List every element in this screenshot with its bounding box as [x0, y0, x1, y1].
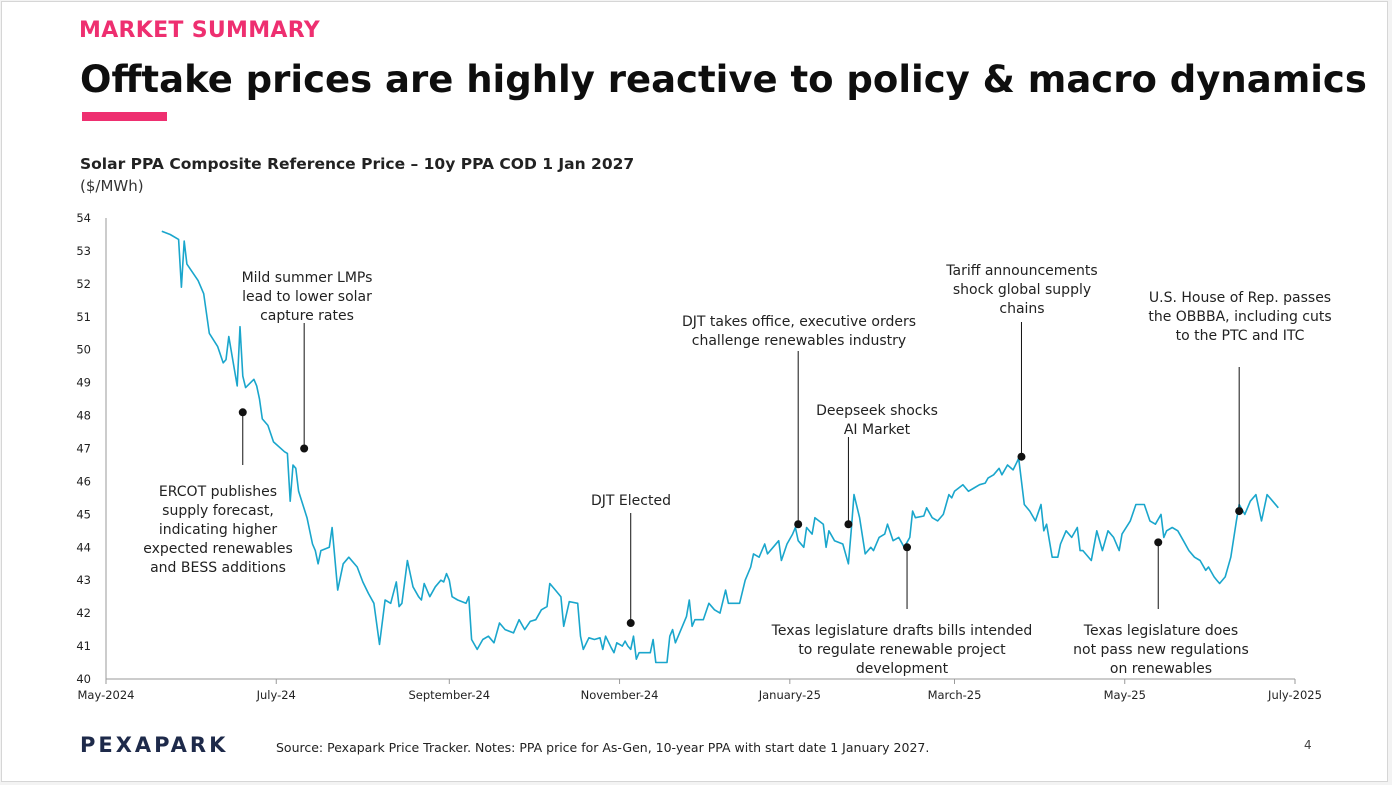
x-tick-label: November-24 [581, 688, 659, 702]
y-tick-label: 41 [76, 639, 91, 653]
annotation-marker [1154, 538, 1163, 547]
annotation-label: indicating higher [159, 522, 278, 538]
y-tick-label: 47 [76, 442, 91, 456]
annotation-label: U.S. House of Rep. passes [1149, 290, 1331, 306]
chart-title: Solar PPA Composite Reference Price – 10… [80, 155, 635, 173]
annotation-label: capture rates [260, 308, 354, 324]
pexapark-logo: PEXAPARK [80, 733, 229, 757]
annotation-label: DJT takes office, executive orders [682, 314, 916, 330]
x-tick-label: May-25 [1104, 688, 1146, 702]
annotation-label: DJT Elected [591, 493, 671, 509]
x-tick-label: September-24 [408, 688, 490, 702]
x-tick-label: July-24 [256, 688, 296, 702]
x-tick-label: July-2025 [1267, 688, 1322, 702]
annotation-label: on renewables [1110, 661, 1212, 677]
annotation-label: AI Market [844, 422, 911, 438]
y-tick-label: 50 [76, 343, 91, 357]
y-tick-label: 48 [76, 409, 91, 423]
y-tick-label: 52 [76, 277, 91, 291]
x-tick-label: March-25 [928, 688, 982, 702]
y-tick-label: 51 [76, 310, 91, 324]
source-note: Source: Pexapark Price Tracker. Notes: P… [276, 740, 930, 755]
x-tick-label: May-2024 [78, 688, 135, 702]
annotation-marker [794, 520, 803, 529]
annotation-label: not pass new regulations [1073, 642, 1249, 658]
y-tick-label: 40 [76, 672, 91, 686]
y-tick-label: 42 [76, 606, 91, 620]
annotation-label: supply forecast, [162, 503, 274, 519]
annotation-label: Texas legislature drafts bills intended [771, 623, 1033, 639]
annotation-marker [903, 543, 912, 552]
slide-title: Offtake prices are highly reactive to po… [80, 58, 1367, 101]
title-accent-bar [82, 112, 167, 121]
annotation-label: development [856, 661, 949, 677]
annotation-label: ERCOT publishes [159, 484, 277, 500]
annotation-marker [1017, 452, 1026, 461]
annotation-marker [1235, 507, 1244, 516]
annotation-label: Mild summer LMPs [242, 270, 373, 286]
page-number: 4 [1304, 738, 1312, 752]
y-tick-label: 46 [76, 474, 91, 488]
annotation-label: to regulate renewable project [798, 642, 1006, 658]
annotation-label: to the PTC and ITC [1176, 328, 1305, 344]
annotation-marker [844, 520, 853, 529]
annotation-label: the OBBBA, including cuts [1148, 309, 1331, 325]
chart-units: ($/MWh) [80, 177, 144, 195]
annotation-label: lead to lower solar [242, 289, 372, 305]
y-tick-label: 49 [76, 376, 91, 390]
y-tick-label: 54 [76, 211, 91, 225]
annotation-marker [300, 444, 309, 453]
annotation-label: challenge renewables industry [692, 333, 906, 349]
price-series-line [161, 230, 1279, 664]
annotation-label: shock global supply [953, 282, 1091, 298]
annotation-label: Deepseek shocks [816, 403, 938, 419]
y-tick-label: 53 [76, 244, 91, 258]
annotation-label: Texas legislature does [1083, 623, 1238, 639]
annotation-label: expected renewables [143, 541, 293, 557]
y-tick-label: 44 [76, 540, 91, 554]
annotation-marker [238, 408, 247, 417]
annotation-marker [626, 619, 635, 628]
y-tick-label: 43 [76, 573, 91, 587]
section-label: MARKET SUMMARY [79, 18, 320, 43]
annotation-label: chains [999, 301, 1044, 317]
annotation-label: Tariff announcements [945, 263, 1097, 279]
annotation-label: and BESS additions [150, 560, 286, 576]
x-tick-label: January-25 [758, 688, 821, 702]
y-tick-label: 45 [76, 507, 91, 521]
